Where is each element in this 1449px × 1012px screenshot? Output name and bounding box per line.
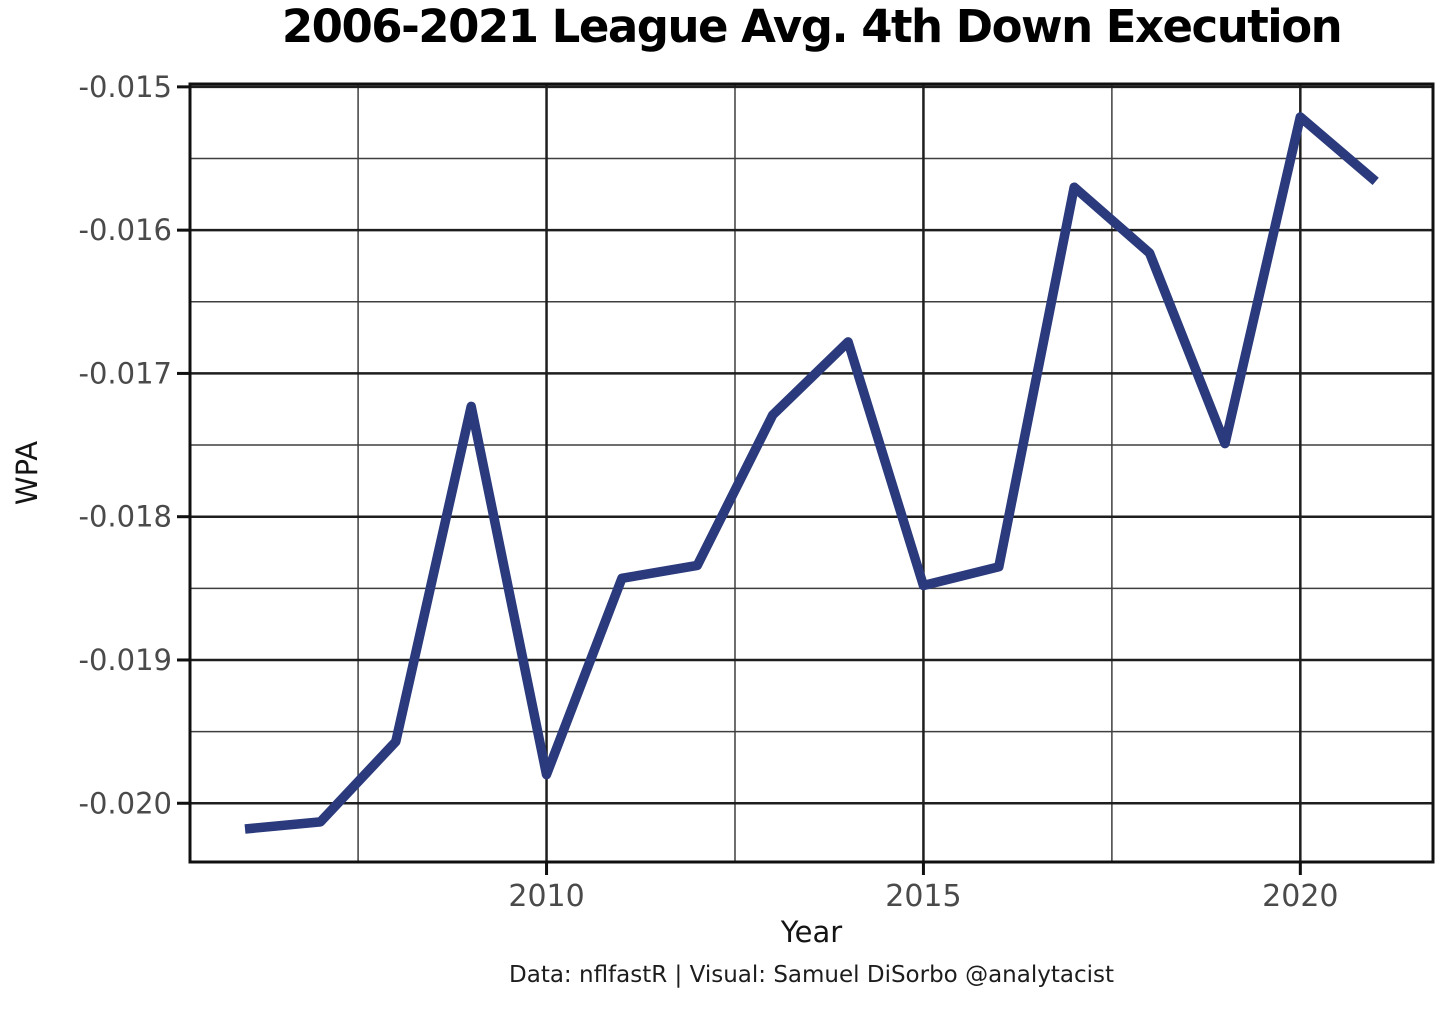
y-tick-label: -0.015 — [79, 70, 173, 104]
chart-title: 2006-2021 League Avg. 4th Down Execution — [281, 0, 1343, 53]
caption: Data: nflfastR | Visual: Samuel DiSorbo … — [509, 962, 1114, 988]
y-tick-label: -0.016 — [79, 213, 173, 247]
y-axis-title: WPA — [10, 440, 44, 506]
x-tick-label: 2020 — [1262, 879, 1338, 914]
y-tick-label: -0.019 — [79, 643, 173, 677]
panel-border — [188, 82, 1435, 864]
x-tick-label: 2010 — [508, 879, 584, 914]
x-axis-title: Year — [780, 915, 843, 949]
y-tick-label: -0.017 — [79, 356, 173, 390]
trend-line — [244, 112, 1379, 834]
y-tick-label: -0.018 — [79, 500, 173, 534]
x-tick-label: 2015 — [885, 879, 961, 914]
y-tick-label: -0.020 — [79, 786, 173, 820]
